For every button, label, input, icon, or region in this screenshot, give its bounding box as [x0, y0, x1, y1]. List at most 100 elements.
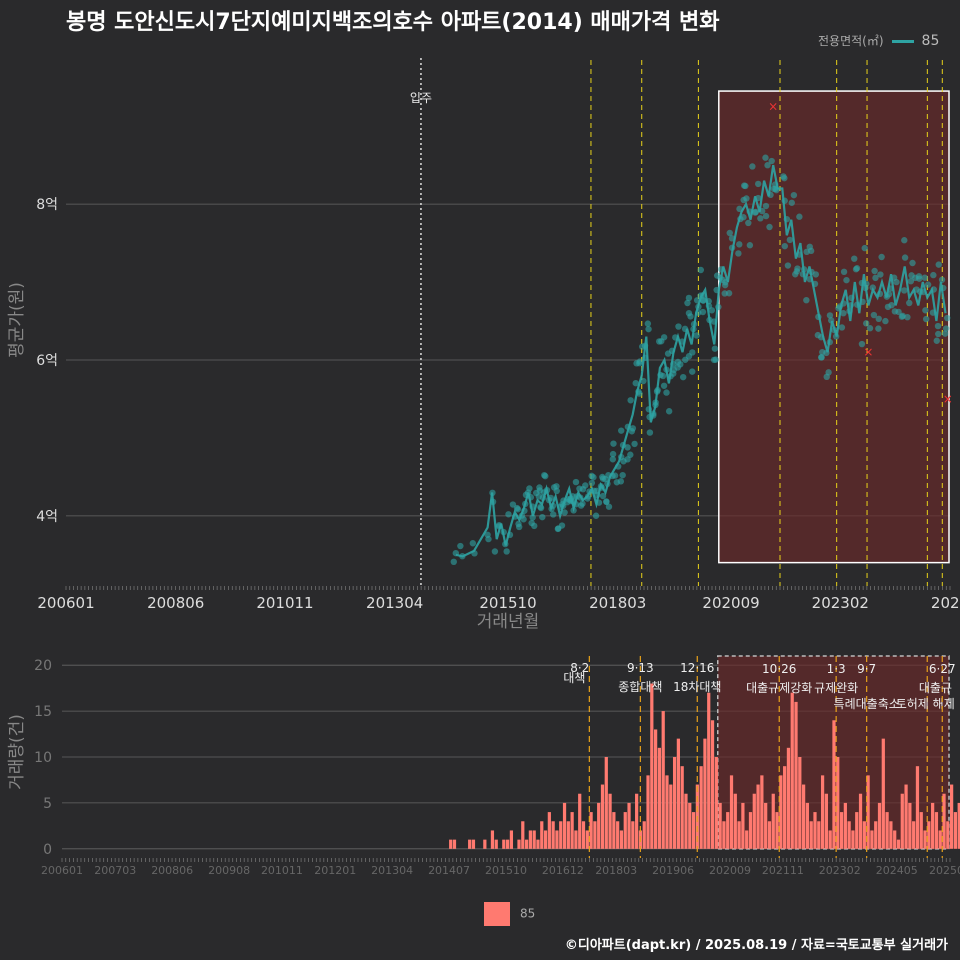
- volume-bar: [589, 812, 593, 849]
- x-tick-label: 201803: [589, 594, 646, 612]
- data-point: [685, 294, 693, 302]
- y-tick-label: 0: [43, 842, 52, 858]
- data-point: [659, 372, 667, 380]
- data-point: [904, 313, 911, 321]
- data-point: [923, 315, 930, 323]
- data-point: [644, 320, 652, 327]
- volume-bar: [866, 775, 870, 849]
- volume-bar: [585, 830, 589, 849]
- volume-bar: [536, 839, 540, 849]
- x-tick-label: 201510: [479, 594, 536, 612]
- data-point: [944, 314, 951, 322]
- data-point: [762, 154, 769, 161]
- x-tick-label: 200908: [208, 864, 250, 877]
- volume-bar: [672, 757, 677, 849]
- policy-date-label: 10·26: [762, 662, 796, 676]
- data-point: [624, 444, 631, 451]
- x-tick-label: 202009: [709, 864, 751, 877]
- price-line: [455, 164, 947, 558]
- volume-bar: [896, 839, 901, 849]
- volume-bar: [862, 821, 866, 849]
- data-point: [938, 276, 946, 283]
- data-point: [689, 368, 696, 375]
- legend-bar-swatch: [484, 902, 510, 926]
- chart-title: 봉명 도안신도시7단지예미지백조의호수 아파트(2014) 매매가격 변화: [66, 10, 720, 35]
- data-point: [632, 379, 639, 387]
- legend-top: 전용면적(㎡) 85: [818, 32, 939, 49]
- data-point: [790, 191, 798, 199]
- volume-bar: [722, 821, 726, 849]
- volume-bar: [494, 839, 498, 849]
- data-point: [624, 456, 631, 463]
- data-point: [491, 548, 499, 555]
- x-tick-label: 202009: [702, 594, 759, 612]
- data-point: [697, 266, 705, 274]
- volume-bar: [449, 839, 453, 849]
- x-tick-label: 200601: [41, 864, 83, 877]
- volume-bar: [764, 802, 768, 849]
- volume-bar: [707, 692, 711, 849]
- policy-date-label: 1·3: [827, 662, 846, 676]
- data-point: [803, 296, 810, 304]
- data-point: [817, 354, 825, 361]
- data-point: [796, 213, 803, 220]
- volume-bar: [710, 720, 715, 849]
- volume-bar: [957, 802, 960, 849]
- data-point: [933, 337, 940, 344]
- policy-date-label: 9·13: [627, 661, 654, 675]
- policy-name-label: 규제완화: [814, 681, 858, 695]
- volume-bar: [729, 775, 734, 849]
- data-point: [840, 268, 848, 276]
- volume-bar: [452, 839, 457, 849]
- volume-bar: [490, 830, 495, 849]
- volume-bar: [718, 802, 722, 849]
- volume-bar: [509, 830, 514, 849]
- volume-bar: [805, 802, 810, 849]
- volume-bar: [771, 793, 775, 849]
- data-point: [505, 511, 512, 518]
- data-point: [895, 308, 902, 316]
- data-point: [619, 471, 626, 479]
- data-point: [457, 542, 464, 550]
- data-point: [861, 244, 868, 252]
- volume-bar: [661, 711, 665, 849]
- data-point: [870, 311, 878, 319]
- data-point: [484, 531, 491, 538]
- data-point: [838, 324, 846, 331]
- y-tick-label: 20: [34, 658, 52, 674]
- legend-line-swatch: [891, 40, 914, 43]
- data-point: [875, 325, 882, 332]
- volume-bar: [836, 757, 840, 849]
- volume-bar: [657, 747, 662, 849]
- data-point: [726, 229, 733, 237]
- data-point: [875, 315, 882, 323]
- data-point: [627, 397, 634, 404]
- volume-bar: [562, 802, 567, 849]
- volume-bar: [619, 830, 624, 849]
- data-point: [766, 223, 773, 231]
- volume-bar: [919, 812, 923, 849]
- data-point: [901, 237, 908, 244]
- data-point: [906, 299, 913, 307]
- volume-bar: [524, 839, 529, 849]
- outlier-marker: ×: [863, 345, 873, 359]
- volume-bar: [839, 812, 844, 849]
- data-point: [752, 208, 759, 216]
- data-point: [916, 275, 923, 282]
- volume-bar: [813, 812, 817, 849]
- volume-bar: [714, 757, 718, 849]
- volume-bar: [521, 821, 525, 849]
- data-point: [858, 340, 866, 348]
- volume-bar: [551, 821, 555, 849]
- policy-name-label: 토허제 해제: [896, 697, 955, 711]
- volume-bar: [703, 738, 707, 849]
- volume-bar: [912, 821, 916, 849]
- y-tick-label: 8억: [36, 197, 58, 213]
- policy-name-label: 종합대책: [618, 679, 662, 694]
- data-point: [741, 182, 748, 189]
- volume-bar: [741, 802, 745, 849]
- x-tick-label: 201407: [428, 864, 470, 877]
- volume-bar: [885, 812, 889, 849]
- data-point: [754, 180, 762, 188]
- volume-bar: [828, 830, 832, 849]
